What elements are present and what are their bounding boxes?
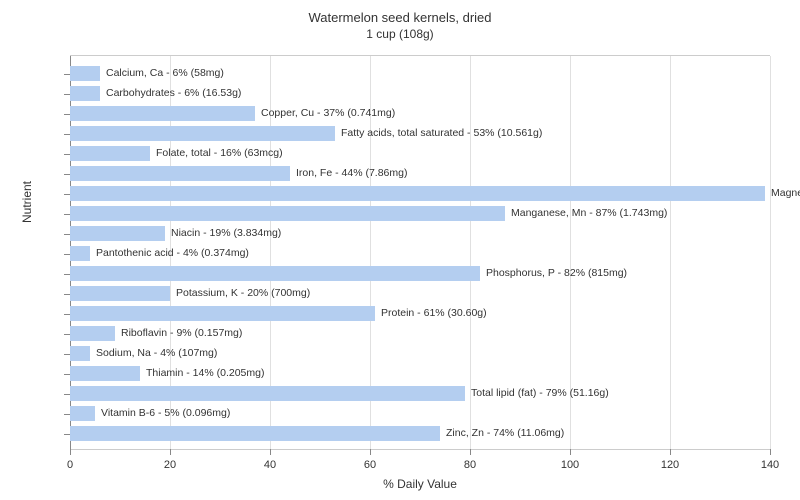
bar-label: Pantothenic acid - 4% (0.374mg) [96,246,249,261]
bar-label: Copper, Cu - 37% (0.741mg) [261,106,395,121]
bar-label: Calcium, Ca - 6% (58mg) [106,66,224,81]
chart-subtitle: 1 cup (108g) [0,27,800,41]
y-tick [64,254,70,255]
bar [70,366,140,381]
chart-title: Watermelon seed kernels, dried [0,10,800,25]
y-tick [64,174,70,175]
y-tick [64,94,70,95]
y-tick [64,214,70,215]
bar-label: Protein - 61% (30.60g) [381,306,487,321]
y-tick [64,114,70,115]
y-tick [64,134,70,135]
bar-label: Niacin - 19% (3.834mg) [171,226,281,241]
x-tick [770,449,771,455]
bar-label: Carbohydrates - 6% (16.53g) [106,86,241,101]
x-tick [70,449,71,455]
bar-label: Total lipid (fat) - 79% (51.16g) [471,386,609,401]
bar-label: Iron, Fe - 44% (7.86mg) [296,166,407,181]
y-tick [64,194,70,195]
x-tick-label: 80 [464,459,476,471]
bar-label: Phosphorus, P - 82% (815mg) [486,266,627,281]
bar [70,186,765,201]
bar-label: Riboflavin - 9% (0.157mg) [121,326,242,341]
y-tick [64,274,70,275]
y-tick [64,434,70,435]
y-tick [64,374,70,375]
bar [70,346,90,361]
y-tick [64,154,70,155]
bar-label: Thiamin - 14% (0.205mg) [146,366,264,381]
y-tick [64,414,70,415]
chart-container: Watermelon seed kernels, dried 1 cup (10… [0,0,800,500]
y-tick [64,74,70,75]
bar-label: Manganese, Mn - 87% (1.743mg) [511,206,667,221]
bar [70,406,95,421]
x-tick-label: 120 [661,459,679,471]
bar [70,166,290,181]
bar [70,246,90,261]
bar-label: Potassium, K - 20% (700mg) [176,286,310,301]
bar [70,126,335,141]
x-tick [370,449,371,455]
bar-label: Folate, total - 16% (63mcg) [156,146,283,161]
bar [70,206,505,221]
bar [70,386,465,401]
gridline [670,56,671,451]
bar [70,286,170,301]
bar [70,266,480,281]
y-tick [64,334,70,335]
y-tick [64,354,70,355]
x-tick-label: 40 [264,459,276,471]
bar [70,426,440,441]
bar-label: Sodium, Na - 4% (107mg) [96,346,217,361]
bar-label: Magnesium, Mg - 139% (556mg) [771,186,800,201]
x-tick-label: 100 [561,459,579,471]
bar [70,326,115,341]
y-tick [64,314,70,315]
x-tick [470,449,471,455]
x-tick-label: 0 [67,459,73,471]
bar-label: Vitamin B-6 - 5% (0.096mg) [101,406,230,421]
x-tick [270,449,271,455]
x-tick [170,449,171,455]
x-tick-label: 60 [364,459,376,471]
plot-area: Nutrient % Daily Value 02040608010012014… [70,55,770,450]
y-tick [64,294,70,295]
bar-label: Zinc, Zn - 74% (11.06mg) [446,426,564,441]
bar [70,106,255,121]
x-axis-label: % Daily Value [70,477,770,491]
bar [70,146,150,161]
bar [70,86,100,101]
gridline [770,56,771,451]
bar-label: Fatty acids, total saturated - 53% (10.5… [341,126,542,141]
y-tick [64,394,70,395]
bar [70,226,165,241]
y-tick [64,234,70,235]
x-tick-label: 20 [164,459,176,471]
x-tick [670,449,671,455]
bar [70,306,375,321]
x-tick [570,449,571,455]
y-axis-label: Nutrient [20,180,34,222]
bar [70,66,100,81]
x-tick-label: 140 [761,459,779,471]
